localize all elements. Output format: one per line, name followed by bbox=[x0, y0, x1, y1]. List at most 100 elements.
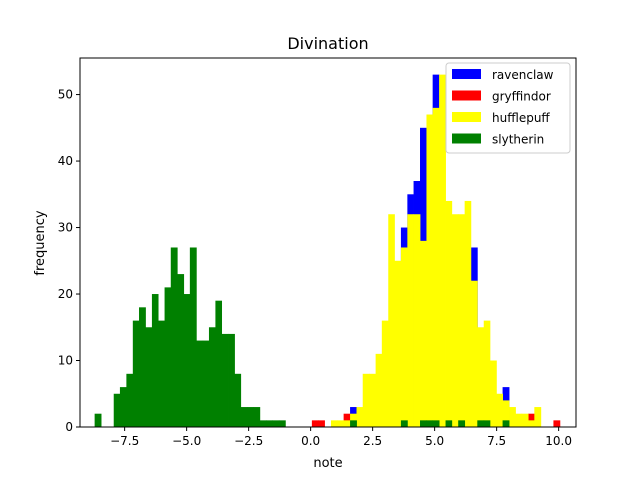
bar-hufflepuff bbox=[470, 280, 478, 427]
bar-slytherin bbox=[164, 287, 172, 427]
y-tick-label: 10 bbox=[58, 354, 73, 368]
bar-slytherin bbox=[189, 247, 197, 427]
bar-hufflepuff bbox=[458, 214, 466, 427]
bar-slytherin bbox=[240, 407, 248, 427]
x-tick-label: 5.0 bbox=[425, 434, 444, 448]
bar-hufflepuff bbox=[451, 214, 459, 427]
bar-slytherin bbox=[208, 327, 216, 427]
bar-slytherin bbox=[170, 247, 178, 427]
chart-title: Divination bbox=[287, 34, 368, 53]
x-tick-label: 7.5 bbox=[487, 434, 506, 448]
legend-label-slytherin: slytherin bbox=[492, 133, 544, 147]
y-axis-ticks: 0 10 20 30 40 50 bbox=[58, 88, 80, 434]
bar-slytherin bbox=[234, 373, 242, 427]
bar-slytherin bbox=[196, 340, 204, 427]
bar-hufflepuff bbox=[407, 214, 414, 427]
bar-slytherin bbox=[183, 294, 191, 427]
bar-slytherin bbox=[432, 420, 440, 427]
bar-gryffindor bbox=[311, 420, 319, 427]
bar-hufflepuff bbox=[426, 114, 434, 427]
legend-label-ravenclaw: ravenclaw bbox=[492, 68, 554, 82]
y-tick-label: 40 bbox=[58, 154, 73, 168]
bar-hufflepuff bbox=[489, 360, 497, 427]
bar-hufflepuff bbox=[464, 200, 472, 427]
bar-hufflepuff bbox=[483, 320, 491, 427]
bar-hufflepuff bbox=[362, 373, 370, 427]
bar-hufflepuff bbox=[528, 420, 535, 427]
bar-slytherin bbox=[259, 420, 267, 427]
bar-hufflepuff bbox=[534, 407, 542, 427]
bar-hufflepuff bbox=[515, 413, 523, 427]
bar-hufflepuff bbox=[432, 107, 440, 428]
y-tick-label: 50 bbox=[58, 88, 73, 102]
legend: ravenclaw gryffindor hufflepuff slytherin bbox=[445, 62, 571, 154]
bar-slytherin bbox=[266, 420, 273, 427]
bar-slytherin bbox=[151, 294, 159, 427]
bar-hufflepuff bbox=[375, 353, 383, 427]
bar-slytherin bbox=[426, 420, 434, 427]
x-tick-label: −2.5 bbox=[234, 434, 263, 448]
bar-slytherin bbox=[177, 274, 185, 427]
bar-slytherin bbox=[215, 300, 223, 427]
bar-gryffindor bbox=[553, 420, 561, 427]
x-axis-label: note bbox=[313, 456, 342, 471]
bar-hufflepuff bbox=[394, 260, 402, 427]
bar-slytherin bbox=[94, 413, 102, 427]
bar-slytherin bbox=[132, 320, 140, 427]
bar-slytherin bbox=[502, 420, 510, 427]
bar-hufflepuff bbox=[445, 200, 453, 427]
x-tick-label: 0.0 bbox=[301, 434, 320, 448]
bar-hufflepuff bbox=[356, 407, 364, 427]
legend-swatch-slytherin bbox=[452, 133, 481, 144]
x-tick-label: 2.5 bbox=[363, 434, 382, 448]
bar-hufflepuff bbox=[420, 240, 427, 427]
bar-slytherin bbox=[420, 420, 427, 427]
legend-label-gryffindor: gryffindor bbox=[492, 90, 551, 104]
bar-hufflepuff bbox=[381, 320, 389, 427]
bar-hufflepuff bbox=[496, 393, 503, 427]
bar-slytherin bbox=[119, 387, 127, 427]
bar-slytherin bbox=[350, 420, 357, 427]
legend-swatch-ravenclaw bbox=[452, 69, 481, 79]
bar-slytherin bbox=[272, 420, 280, 427]
bar-slytherin bbox=[477, 420, 485, 427]
bar-hufflepuff bbox=[509, 407, 516, 427]
legend-frame bbox=[445, 62, 571, 154]
bar-slytherin bbox=[139, 307, 146, 427]
x-tick-label: −7.5 bbox=[110, 434, 139, 448]
y-tick-label: 0 bbox=[65, 420, 73, 434]
bar-hufflepuff bbox=[413, 214, 421, 427]
bar-slytherin bbox=[221, 333, 229, 427]
bar-hufflepuff bbox=[343, 420, 351, 427]
legend-label-hufflepuff: hufflepuff bbox=[492, 111, 550, 125]
x-tick-label: 10.0 bbox=[545, 434, 572, 448]
bar-slytherin bbox=[458, 420, 466, 427]
y-axis-label: frequency bbox=[33, 210, 48, 276]
bar-slytherin bbox=[113, 393, 121, 427]
bars-layer bbox=[94, 74, 561, 428]
bar-slytherin bbox=[145, 327, 153, 427]
bar-slytherin bbox=[400, 420, 408, 427]
bar-hufflepuff bbox=[330, 420, 338, 427]
bar-hufflepuff bbox=[439, 74, 446, 428]
axes-frame bbox=[79, 57, 577, 428]
bar-hufflepuff bbox=[521, 413, 529, 427]
x-axis-ticks: −7.5 −5.0 −2.5 0.0 2.5 5.0 7.5 10.0 bbox=[110, 427, 572, 448]
bar-hufflepuff bbox=[400, 247, 408, 427]
bar-slytherin bbox=[126, 373, 134, 427]
bar-slytherin bbox=[247, 407, 254, 427]
bar-slytherin bbox=[483, 420, 491, 427]
legend-swatch-hufflepuff bbox=[452, 112, 481, 122]
bar-hufflepuff bbox=[337, 420, 345, 427]
bar-slytherin bbox=[253, 407, 261, 427]
bar-slytherin bbox=[228, 333, 235, 427]
bar-slytherin bbox=[158, 320, 165, 427]
y-tick-label: 20 bbox=[58, 287, 73, 301]
bar-slytherin bbox=[278, 420, 286, 427]
bar-hufflepuff bbox=[388, 214, 395, 427]
bar-slytherin bbox=[445, 420, 453, 427]
bar-hufflepuff bbox=[369, 373, 377, 427]
bar-gryffindor bbox=[318, 420, 325, 427]
bar-hufflepuff bbox=[477, 327, 485, 427]
